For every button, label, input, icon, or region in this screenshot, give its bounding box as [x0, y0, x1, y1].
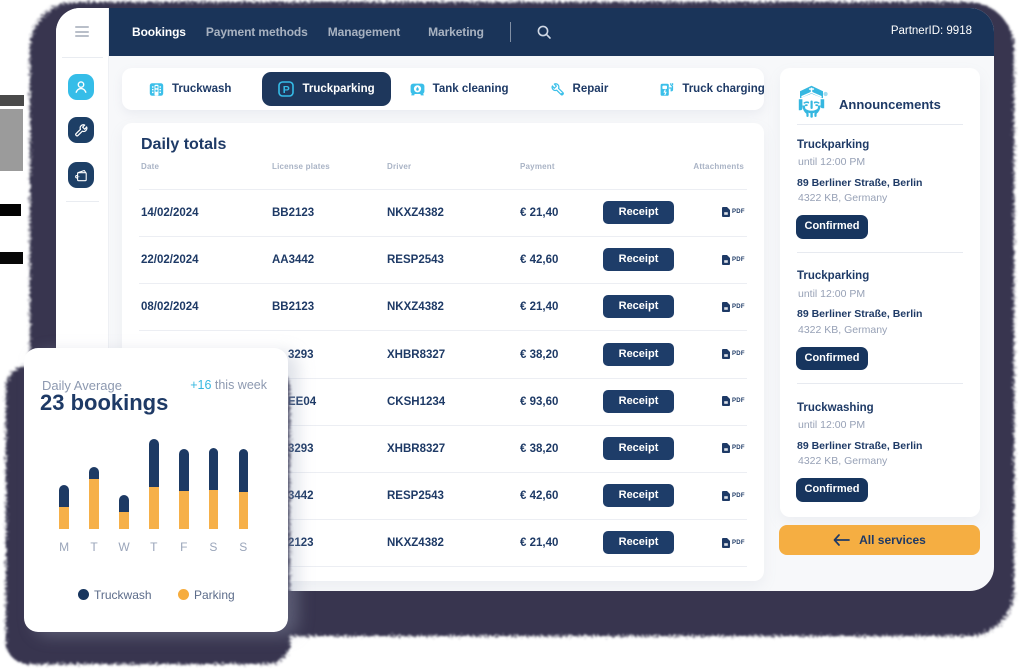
- svg-text:P: P: [283, 84, 290, 96]
